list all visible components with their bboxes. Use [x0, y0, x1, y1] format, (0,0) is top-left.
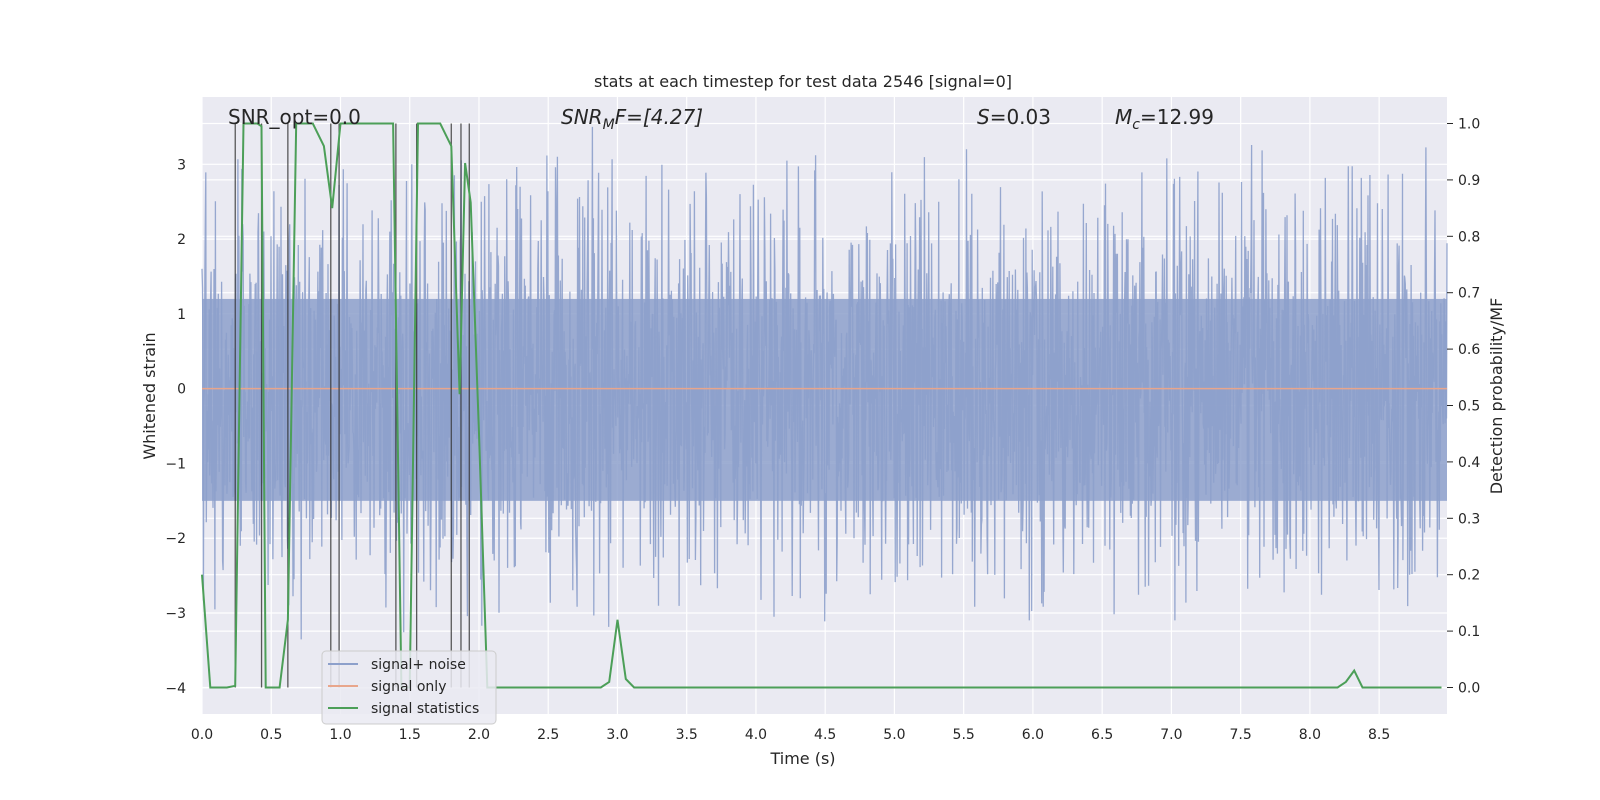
x-tick-label: 1.0 [329, 727, 351, 743]
x-tick-label: 7.5 [1230, 727, 1252, 743]
y2-axis-ticks: 0.0 0.1 0.2 0.3 0.4 0.5 0.6 0.7 0.8 0.9 1.0 [1447, 117, 1480, 696]
y2-tick-label: 0.8 [1458, 229, 1480, 245]
s-main: S [977, 105, 990, 129]
y-tick-label: 0 [177, 382, 186, 398]
y2-tick-label: 0.7 [1458, 286, 1480, 302]
y2-tick-label: 0.4 [1458, 455, 1480, 471]
mc-annotation: Mc=12.99 [1115, 105, 1214, 133]
chart-title: stats at each timestep for test data 254… [594, 72, 1012, 91]
snr-mf-rest: F=[4.27] [615, 105, 703, 129]
snr-mf-main: SNR [561, 105, 603, 129]
x-tick-label: 2.0 [468, 727, 490, 743]
y-axis-ticks: −4 −3 −2 −1 0 1 2 3 [165, 157, 186, 697]
signal-statistics-series [201, 122, 1442, 689]
y2-tick-label: 0.6 [1458, 342, 1480, 358]
x-tick-label: 5.5 [953, 727, 975, 743]
x-tick-label: 3.0 [606, 727, 628, 743]
mc-main: M [1115, 105, 1132, 129]
x-tick-label: 0.0 [191, 727, 213, 743]
y2-tick-label: 1.0 [1458, 117, 1480, 133]
y-tick-label: −4 [165, 681, 186, 697]
legend-box [321, 650, 497, 725]
x-tick-label: 8.5 [1368, 727, 1390, 743]
x-axis-ticks: 0.0 0.5 1.0 1.5 2.0 2.5 3.0 3.5 4.0 4.5 5.0 5.5 6.0 6… [191, 727, 1390, 743]
y-axis-label: Whitened strain [140, 332, 159, 459]
x-tick-label: 1.5 [399, 727, 421, 743]
legend: signal+ noise signal only signal statist… [321, 650, 497, 725]
y-tick-label: −2 [165, 531, 186, 547]
s-rest: =0.03 [990, 105, 1051, 129]
x-tick-label: 0.5 [260, 727, 282, 743]
mc-sub: c [1132, 117, 1140, 133]
y-tick-label: 2 [177, 232, 186, 248]
y-tick-label: 1 [177, 307, 186, 323]
legend-label-signal-noise: signal+ noise [371, 657, 466, 673]
s-annotation: S=0.03 [977, 105, 1051, 129]
x-tick-label: 4.5 [814, 727, 836, 743]
signal-noise-series [201, 126, 1448, 640]
signal-noise-line [201, 126, 1448, 640]
y2-tick-label: 0.1 [1458, 624, 1480, 640]
y2-tick-label: 0.2 [1458, 568, 1480, 584]
y2-tick-label: 0.9 [1458, 173, 1480, 189]
y2-axis-label: Detection probability/MF [1487, 298, 1506, 495]
x-tick-label: 7.0 [1160, 727, 1182, 743]
x-tick-label: 4.0 [745, 727, 767, 743]
mc-rest: =12.99 [1140, 105, 1214, 129]
x-axis-label: Time (s) [769, 749, 835, 768]
y2-tick-label: 0.0 [1458, 680, 1480, 696]
x-tick-label: 8.0 [1299, 727, 1321, 743]
x-tick-label: 6.0 [1022, 727, 1044, 743]
snr-mf-annotation: SNRMF=[4.27] [561, 105, 703, 133]
y-tick-label: 3 [177, 157, 186, 173]
x-tick-label: 5.0 [883, 727, 905, 743]
legend-label-signal-only: signal only [371, 679, 446, 695]
legend-label-signal-statistics: signal statistics [371, 701, 479, 717]
x-tick-label: 3.5 [676, 727, 698, 743]
x-tick-label: 6.5 [1091, 727, 1113, 743]
y-tick-label: −1 [165, 456, 186, 472]
x-tick-label: 2.5 [537, 727, 559, 743]
snr-opt-annotation: SNR_opt=0.0 [228, 105, 361, 129]
mf-trigger-lines [234, 123, 470, 688]
y-tick-label: −3 [165, 606, 186, 622]
signal-statistics-line [201, 122, 1442, 689]
snr-mf-sub: M [603, 117, 615, 133]
y2-tick-label: 0.3 [1458, 511, 1480, 527]
y2-tick-label: 0.5 [1458, 399, 1480, 415]
